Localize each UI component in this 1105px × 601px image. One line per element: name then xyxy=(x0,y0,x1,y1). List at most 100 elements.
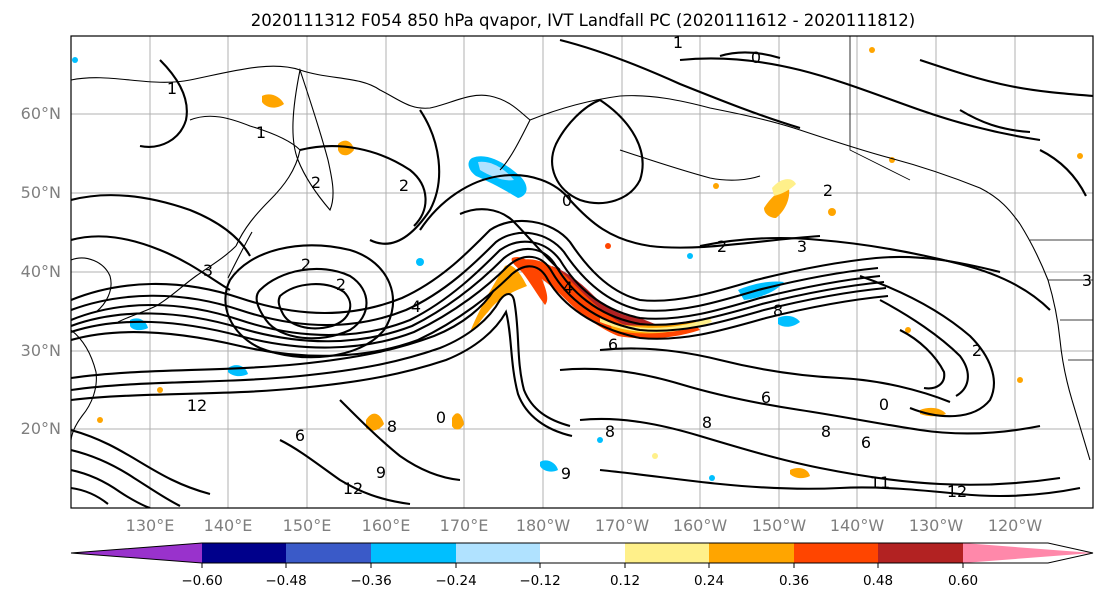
contour-label: 3 xyxy=(797,237,807,256)
contour-line xyxy=(551,98,644,205)
anomaly-speck xyxy=(905,327,911,333)
lon-label: 120°W xyxy=(988,516,1043,535)
contour-line xyxy=(71,309,573,438)
anomaly-orange-southeast xyxy=(790,468,810,479)
anomaly-speck xyxy=(687,253,693,259)
lat-label: 60°N xyxy=(21,104,61,123)
contour-line xyxy=(559,38,801,130)
contour-label: 4 xyxy=(411,297,421,316)
lon-label: 130°E xyxy=(126,516,175,535)
anomaly-orange-kamchatka xyxy=(262,94,284,108)
colorbar-ticks: −0.60 −0.48 −0.36 −0.24 −0.12 0.12 0.24 … xyxy=(181,563,978,589)
contour-label: 8 xyxy=(605,422,615,441)
colorbar-tick-label: −0.36 xyxy=(350,573,391,589)
contour-label: 2 xyxy=(399,176,409,195)
colorbar-cell xyxy=(286,543,371,563)
contour-line xyxy=(459,208,561,271)
contour-line xyxy=(699,236,1051,311)
anomaly-speck xyxy=(416,258,424,266)
ivt-contours xyxy=(71,38,1093,508)
contour-line xyxy=(579,417,1061,486)
contour-line xyxy=(71,240,881,337)
anomaly-speck xyxy=(605,243,611,249)
contour-label: 1 xyxy=(256,123,266,142)
contour-line xyxy=(71,292,571,428)
contour-line xyxy=(71,289,495,380)
lat-label: 40°N xyxy=(21,262,61,281)
colorbar-extend-low xyxy=(71,543,202,563)
colorbar-cell xyxy=(709,543,794,563)
contour-line xyxy=(71,235,231,291)
contour-label: 6 xyxy=(295,426,305,445)
colorbar: −0.60 −0.48 −0.36 −0.24 −0.12 0.12 0.24 … xyxy=(70,542,1094,589)
contour-line xyxy=(71,486,109,505)
lon-label: 150°E xyxy=(283,516,332,535)
map-panel: 1 0 1 2 2 2 3 4 2 1 2 0 2 3 8 6 4 12 8 6 xyxy=(70,35,1094,509)
contour-line xyxy=(71,468,151,508)
border-us-states xyxy=(1048,279,1093,361)
contour-label: 9 xyxy=(376,463,386,482)
contour-line xyxy=(919,59,1093,98)
contour-line xyxy=(71,231,879,327)
contour-line xyxy=(71,255,887,349)
lon-label: 140°E xyxy=(204,516,253,535)
contour-label: 2 xyxy=(301,255,311,274)
contour-line xyxy=(599,347,951,403)
contour-label: 12 xyxy=(187,396,207,415)
contour-line xyxy=(339,399,461,482)
anomaly-speck xyxy=(157,387,163,393)
anomaly-speck xyxy=(652,453,658,459)
coastlines xyxy=(71,65,1091,461)
lat-label: 30°N xyxy=(21,341,61,360)
anomaly-orange-siberia xyxy=(338,140,354,156)
contour-label: 2 xyxy=(336,275,346,294)
colorbar-tick-label: 0.24 xyxy=(694,573,724,589)
contour-label: 8 xyxy=(702,413,712,432)
anomaly-speck xyxy=(1077,153,1083,159)
anomaly-speck xyxy=(72,57,78,63)
contour-labels: 1 0 1 2 2 2 3 4 2 1 2 0 2 3 8 6 4 12 8 6 xyxy=(167,36,1092,501)
contour-line xyxy=(719,51,781,60)
anomaly-speck xyxy=(713,183,719,189)
contour-label: 6 xyxy=(608,335,618,354)
contour-line xyxy=(139,59,188,148)
anomaly-orange-tropics1 xyxy=(366,413,384,431)
contour-line xyxy=(71,193,251,257)
contour-label: 2 xyxy=(311,173,321,192)
colorbar-cell xyxy=(202,543,286,563)
contour-label: 2 xyxy=(717,237,727,256)
anomaly-speck xyxy=(597,437,603,443)
political-borders xyxy=(849,36,1093,361)
contour-line xyxy=(277,283,352,330)
coastline-korea xyxy=(71,257,112,313)
lat-label: 50°N xyxy=(21,183,61,202)
contour-label: 0 xyxy=(436,408,446,427)
colorbar-cell xyxy=(540,543,625,563)
contour-label: 3 xyxy=(1082,271,1092,290)
colorbar-tick-label: 0.36 xyxy=(779,573,809,589)
colorbar-cells xyxy=(70,542,1094,564)
contour-line xyxy=(599,468,1081,498)
contour-line xyxy=(279,439,411,506)
colorbar-cell xyxy=(456,543,540,563)
contour-line xyxy=(299,145,427,227)
anomaly-speck xyxy=(869,47,875,53)
contour-label: 12 xyxy=(947,482,967,501)
contour-label: 12 xyxy=(343,479,363,498)
colorbar-cell xyxy=(625,543,709,563)
contour-label: 9 xyxy=(561,464,571,483)
contour-label: 6 xyxy=(861,433,871,452)
contour-label: 2 xyxy=(972,341,982,360)
contour-line xyxy=(71,247,885,343)
coastline-mexico xyxy=(1071,399,1091,461)
contour-line xyxy=(369,109,441,245)
coastline-bc xyxy=(1019,223,1073,401)
colorbar-extend-high xyxy=(963,543,1093,563)
lon-label: 170°E xyxy=(440,516,489,535)
contour-label: 2 xyxy=(823,181,833,200)
coastline-kamchatka xyxy=(292,67,334,212)
lon-label: 180°W xyxy=(516,516,571,535)
lon-label: 140°W xyxy=(830,516,885,535)
colorbar-tick-label: −0.12 xyxy=(519,573,560,589)
contour-line xyxy=(879,299,969,397)
